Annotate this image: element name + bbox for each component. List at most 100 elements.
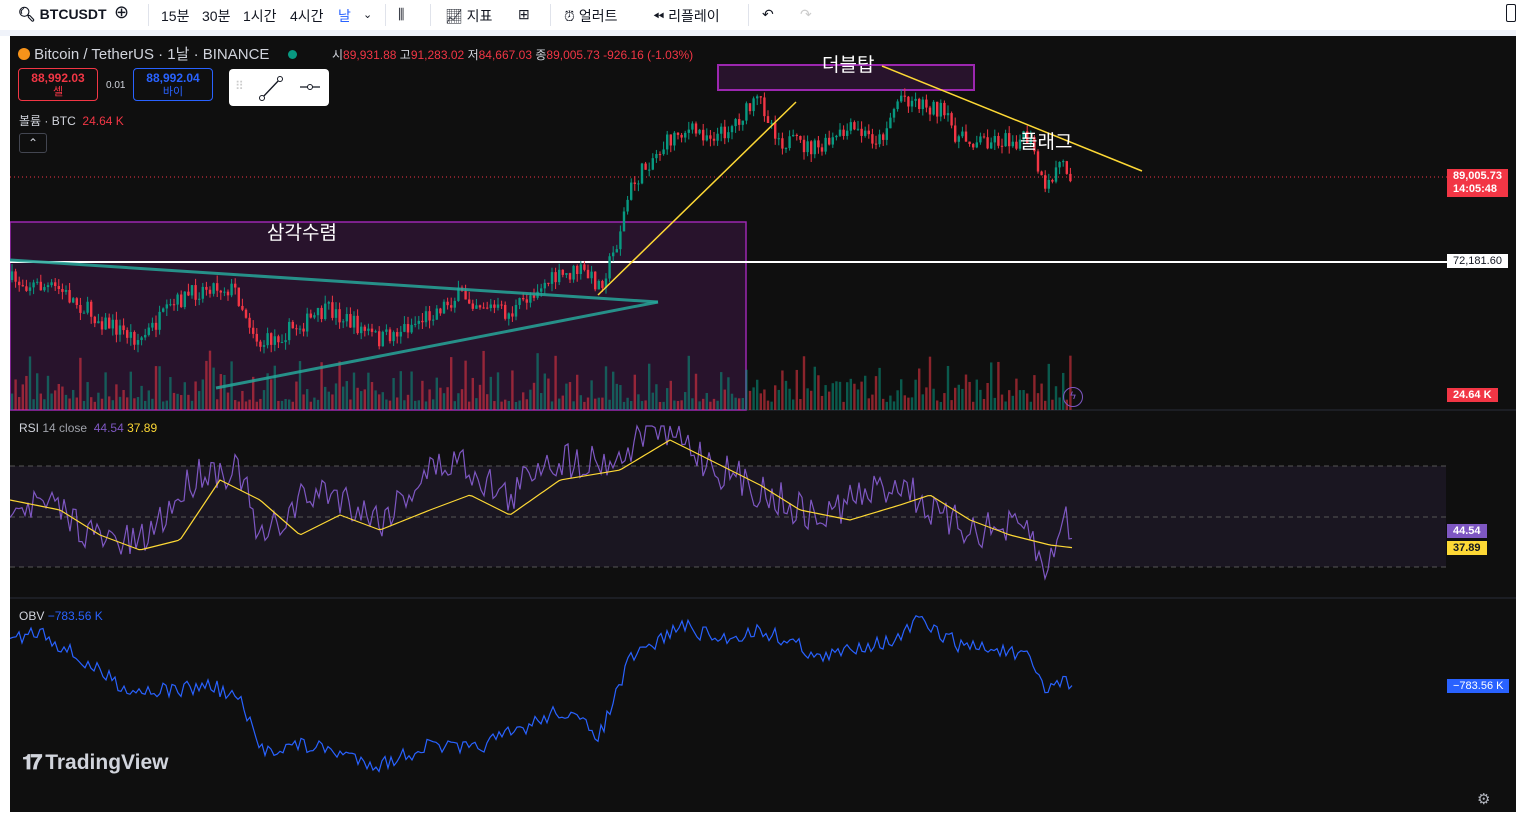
volume-bar (579, 395, 582, 410)
settings-gear-icon[interactable]: ⚙ (1477, 791, 1491, 808)
volume-bar (802, 356, 806, 410)
candle-body (64, 290, 68, 292)
volume-bar (1026, 393, 1029, 410)
volume-bar (237, 401, 240, 410)
rsi-ma-line (10, 439, 1073, 551)
volume-bar (882, 398, 885, 410)
buy-button[interactable]: 88,992.04 바이 (133, 68, 213, 101)
obv-label: OBV (19, 609, 45, 623)
compare-plus-icon[interactable]: ⊕ (114, 2, 130, 22)
interval-day[interactable]: 날 (338, 8, 351, 24)
candle-body (385, 329, 388, 332)
interval-15m[interactable]: 15분 (161, 8, 190, 24)
trendline-tool-icon[interactable] (257, 75, 283, 101)
bar-countdown: 14:05:48 (1453, 183, 1498, 195)
chart-canvas[interactable] (10, 36, 1516, 812)
candle-body (126, 330, 129, 338)
candle-body (630, 182, 633, 200)
candle-body (327, 302, 330, 304)
alert-button[interactable]: ⏰︎ 얼러트 (564, 6, 617, 26)
candle-body (158, 311, 161, 330)
candle-body (39, 281, 42, 291)
volume-bar (471, 377, 474, 410)
volume-bar (540, 393, 543, 410)
volume-bar (18, 397, 21, 410)
lightning-icon[interactable]: ϟ (1063, 387, 1083, 407)
interval-30m[interactable]: 30분 (202, 8, 231, 24)
sell-price: 88,992.03 (31, 71, 85, 85)
volume-bar (903, 395, 906, 410)
indicators-button[interactable]: 📈︎ 지표 (445, 6, 492, 26)
volume-bar (1029, 401, 1032, 410)
tradingview-logo[interactable]: 𝟏𝟕 TradingView (22, 751, 169, 775)
undo-icon[interactable]: ↶ (762, 6, 774, 22)
candle-body (540, 288, 543, 292)
volume-bar (518, 400, 521, 410)
horizontal-ray-tool-icon[interactable] (297, 75, 323, 101)
candle-body (446, 301, 449, 306)
double-top-annotation[interactable]: 더블탑 (822, 54, 875, 76)
candle-body (1015, 141, 1018, 149)
volume-bar (309, 401, 312, 410)
candle-type-icon[interactable]: ⫼ (398, 6, 405, 22)
volume-bar (633, 374, 636, 410)
flag-annotation[interactable]: 플래그 (1020, 131, 1073, 153)
volume-bar (666, 388, 669, 410)
volume-bar (583, 401, 586, 410)
volume-bar (493, 401, 496, 410)
volume-bar (352, 372, 356, 410)
rsi-ma-axis-label: 37.89 (1447, 541, 1487, 555)
redo-icon[interactable]: ↷ (800, 6, 812, 22)
candle-body (1000, 145, 1004, 147)
volume-bar (183, 382, 186, 410)
volume-bar (108, 396, 111, 410)
volume-bar (738, 398, 741, 410)
volume-bar (1040, 383, 1043, 410)
volume-bar (370, 382, 374, 410)
candle-body (1033, 137, 1036, 152)
chart-area[interactable]: Bitcoin / TetherUS · 1날 · BINANCE 시89,93… (10, 36, 1516, 812)
symbol-search[interactable]: 🔍︎ BTCUSDT (18, 6, 107, 22)
candle-body (795, 134, 798, 137)
candle-body (828, 137, 831, 145)
candle-body (72, 298, 75, 303)
volume-bar (964, 374, 968, 410)
chevron-down-icon[interactable]: ⌄ (363, 9, 373, 21)
collapse-legend-button[interactable]: ⌃ (19, 133, 47, 153)
candle-body (154, 322, 158, 330)
close-label: 종 (535, 48, 547, 62)
interval-1h[interactable]: 1시간 (243, 8, 277, 24)
candle-body (93, 316, 96, 324)
volume-bar (709, 401, 712, 410)
candle-body (450, 305, 453, 308)
candle-body (18, 281, 21, 286)
candle-body (504, 304, 507, 319)
candle-body (720, 126, 723, 134)
volume-bar (205, 360, 208, 410)
volume-bar (892, 401, 896, 410)
volume-bar (558, 398, 561, 410)
volume-bar (486, 394, 489, 410)
volume-bar (68, 398, 71, 410)
candle-body (979, 136, 982, 143)
volume-bar (828, 391, 831, 410)
symbol: BTCUSDT (39, 6, 107, 22)
candle-body (972, 144, 975, 148)
volume-bar (241, 390, 244, 410)
drag-handle-icon[interactable]: ⠿ (235, 79, 244, 93)
interval-4h[interactable]: 4시간 (290, 8, 324, 24)
fullscreen-icon[interactable] (1506, 4, 1516, 22)
volume-bar (90, 397, 93, 410)
layouts-icon[interactable]: ⊞ (518, 6, 530, 22)
triangle-annotation[interactable]: 삼각수렴 (267, 222, 337, 244)
volume-bar (172, 392, 176, 410)
candle-body (21, 285, 24, 287)
toolbar-divider (0, 30, 1516, 36)
volume-bar (165, 400, 168, 410)
candle-body (61, 289, 64, 292)
volume-bar (730, 393, 734, 410)
candle-body (799, 136, 802, 140)
sell-label: 셀 (52, 86, 64, 98)
replay-button[interactable]: ⏪︎ 리플레이 (653, 6, 720, 26)
sell-button[interactable]: 88,992.03 셀 (18, 68, 98, 101)
